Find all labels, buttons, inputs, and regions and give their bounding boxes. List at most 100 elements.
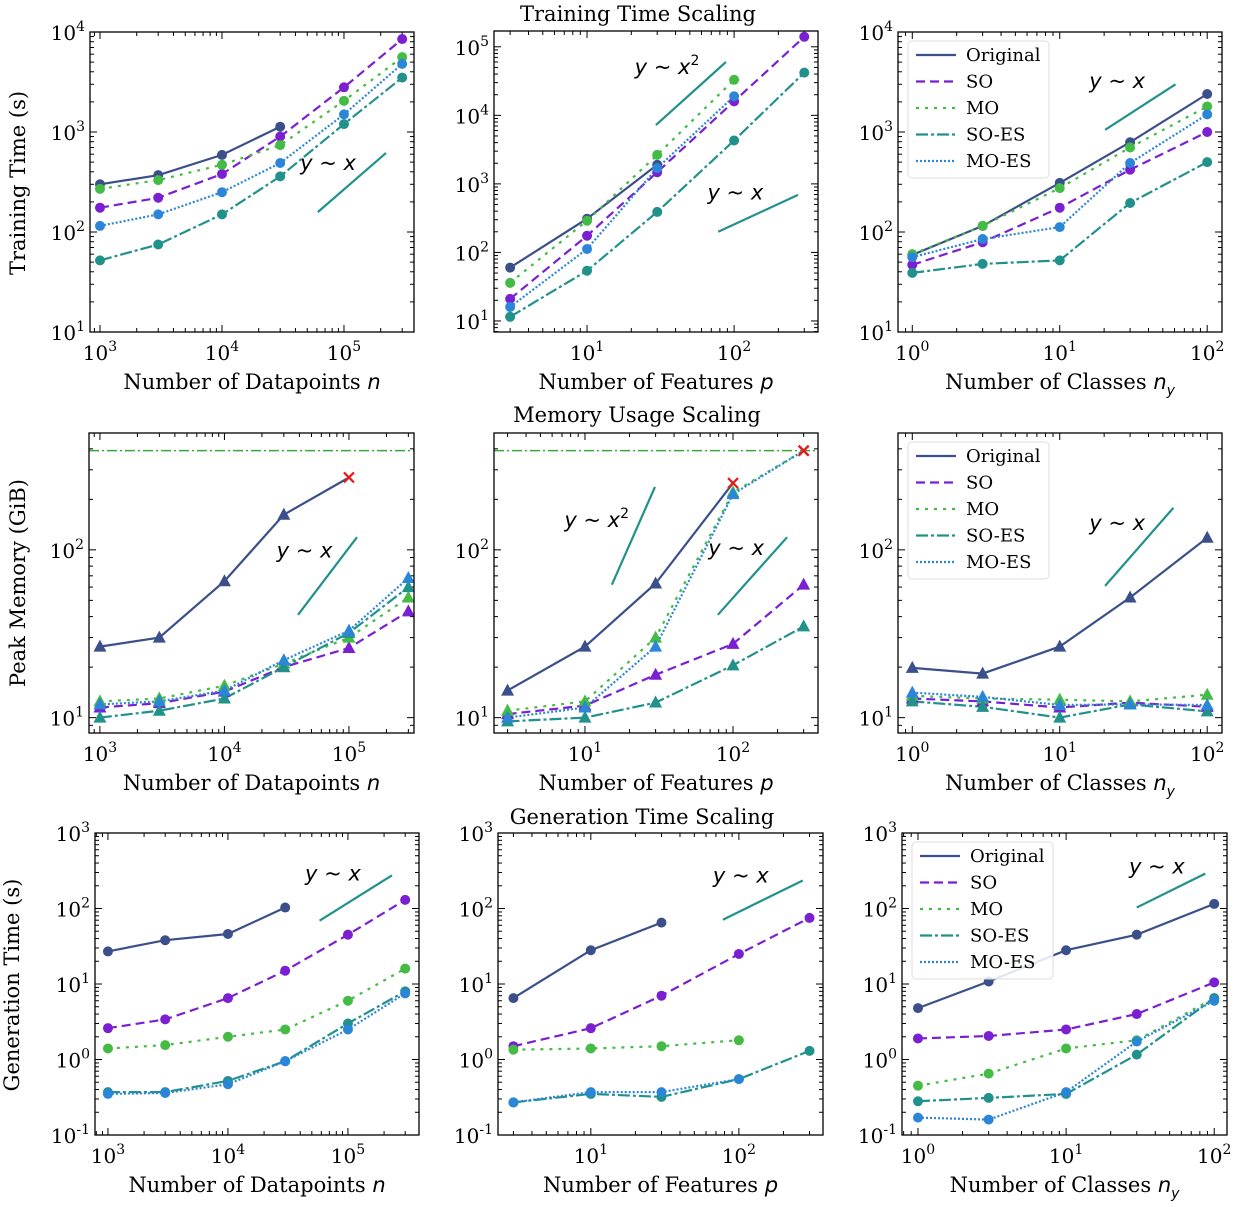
x-tick-label: 103 <box>91 1142 125 1168</box>
series-line-mo-es <box>917 999 1215 1121</box>
reference-slope-label: y ~ x <box>299 151 356 175</box>
legend-label-mo-es: MO-ES <box>966 552 1031 573</box>
series-line-so-es <box>509 71 806 318</box>
y-tick-label: 100 <box>56 1047 90 1073</box>
data-point-so <box>401 604 415 617</box>
subplot-2: 101 102 101 102 103 104 105 Number of Features … <box>455 30 819 394</box>
subplot-5: 101 102 101 102 Number of Features p y ~ x2 y … <box>455 432 819 795</box>
y-tick-label: 102 <box>859 537 893 563</box>
y-tick-label: 101 <box>56 971 90 997</box>
data-point-so <box>280 965 291 976</box>
axes-frame <box>493 432 819 734</box>
x-axis-label: Number of Datapoints n <box>128 1173 385 1197</box>
data-point-mo-es <box>1209 995 1220 1006</box>
y-tick-label: 103 <box>859 119 893 145</box>
x-tick-label: 102 <box>716 740 750 766</box>
x-tick-label: 102 <box>1197 1142 1231 1168</box>
legend-label-original: Original <box>966 45 1041 66</box>
data-point-mo-es <box>1202 109 1213 120</box>
y-tick-label: 100 <box>863 1047 897 1073</box>
data-point-mo <box>400 963 411 974</box>
axes-frame <box>493 30 819 333</box>
data-point-mo-es <box>508 1097 519 1108</box>
x-tick-label: 102 <box>1190 740 1224 766</box>
y-tick-label: 101 <box>51 319 85 345</box>
plot-area <box>89 449 414 719</box>
series-line-mo-es <box>509 95 735 308</box>
x-tick-label: 100 <box>895 339 929 365</box>
data-point-so-es <box>905 694 919 707</box>
legend-label-so-es: SO-ES <box>970 926 1029 947</box>
data-point-so-es <box>726 658 740 671</box>
data-point-mo-es <box>160 1087 171 1098</box>
legend-label-so: SO <box>966 473 993 494</box>
y-tick-label: 102 <box>863 896 897 922</box>
data-point-original <box>1131 929 1142 940</box>
legend-label-so-es: SO-ES <box>966 526 1025 547</box>
x-axis-label: Number of Datapoints n <box>123 771 380 795</box>
data-point-so-es <box>401 580 415 593</box>
data-point-so <box>912 1033 923 1044</box>
series-line-so <box>513 916 811 1048</box>
x-tick-label: 102 <box>1190 339 1224 365</box>
data-point-original <box>505 262 516 273</box>
data-point-mo-es <box>280 1056 291 1067</box>
data-point-original <box>275 121 286 132</box>
data-point-so-es <box>912 1096 923 1107</box>
data-point-mo-es <box>578 700 592 713</box>
data-point-so-es <box>797 619 811 632</box>
reference-slope-line <box>1104 507 1175 587</box>
data-point-mo-es <box>216 187 227 198</box>
data-point-so <box>397 34 408 45</box>
legend: Original SO MO SO-ES MO-ES <box>911 841 1054 980</box>
y-tick-label: 100 <box>459 1047 493 1073</box>
data-point-so-es <box>217 691 231 704</box>
y-tick-label: 101 <box>459 971 493 997</box>
data-point-mo-es <box>1125 157 1136 168</box>
y-tick-label: 103 <box>455 171 489 197</box>
series-line-mo <box>107 967 406 1050</box>
reference-slope-label: y ~ x <box>276 539 333 563</box>
data-point-so <box>505 293 516 304</box>
reference-slope-line <box>297 536 358 616</box>
data-point-so <box>338 82 349 93</box>
data-point-mo <box>1061 1043 1072 1054</box>
ylabel-training: Training Time (s) <box>6 91 30 275</box>
x-tick-label: 101 <box>1043 740 1077 766</box>
data-point-so-es <box>275 171 286 182</box>
data-point-so-es <box>983 1092 994 1103</box>
axes-frame <box>94 832 420 1136</box>
data-point-so <box>733 948 744 959</box>
reference-slope-label: y ~ x <box>707 536 764 560</box>
data-point-mo-es <box>585 1087 596 1098</box>
y-tick-label: 10-1 <box>454 1122 493 1148</box>
x-tick-label: 101 <box>568 740 602 766</box>
reference-slope-label: y ~ x <box>1088 511 1145 535</box>
x-axis-label: Number of Features p <box>538 771 773 795</box>
x-tick-label: 104 <box>205 339 239 365</box>
legend-label-mo: MO <box>966 98 999 119</box>
series-line-mo <box>917 997 1215 1087</box>
data-point-so <box>1131 1009 1142 1020</box>
data-point-mo-es <box>222 1079 233 1090</box>
title-memory: Memory Usage Scaling <box>513 403 761 427</box>
data-point-so <box>799 31 810 42</box>
axes-frame <box>901 832 1228 1136</box>
legend-label-so: SO <box>966 72 993 93</box>
legend-label-so-es: SO-ES <box>966 125 1025 146</box>
data-point-so-es <box>1131 1049 1142 1060</box>
data-point-so <box>983 1030 994 1041</box>
y-tick-label: 102 <box>455 537 489 563</box>
data-point-original <box>152 630 166 643</box>
data-point-mo <box>401 590 415 603</box>
data-point-mo-es <box>342 623 356 636</box>
x-axis-label: Number of Classes ny <box>945 771 1176 800</box>
data-point-mo <box>1125 142 1136 153</box>
data-point-mo <box>275 140 286 151</box>
data-point-so <box>656 990 667 1001</box>
x-tick-label: 103 <box>83 339 117 365</box>
y-tick-label: 101 <box>50 705 84 731</box>
title-generation: Generation Time Scaling <box>510 805 775 829</box>
